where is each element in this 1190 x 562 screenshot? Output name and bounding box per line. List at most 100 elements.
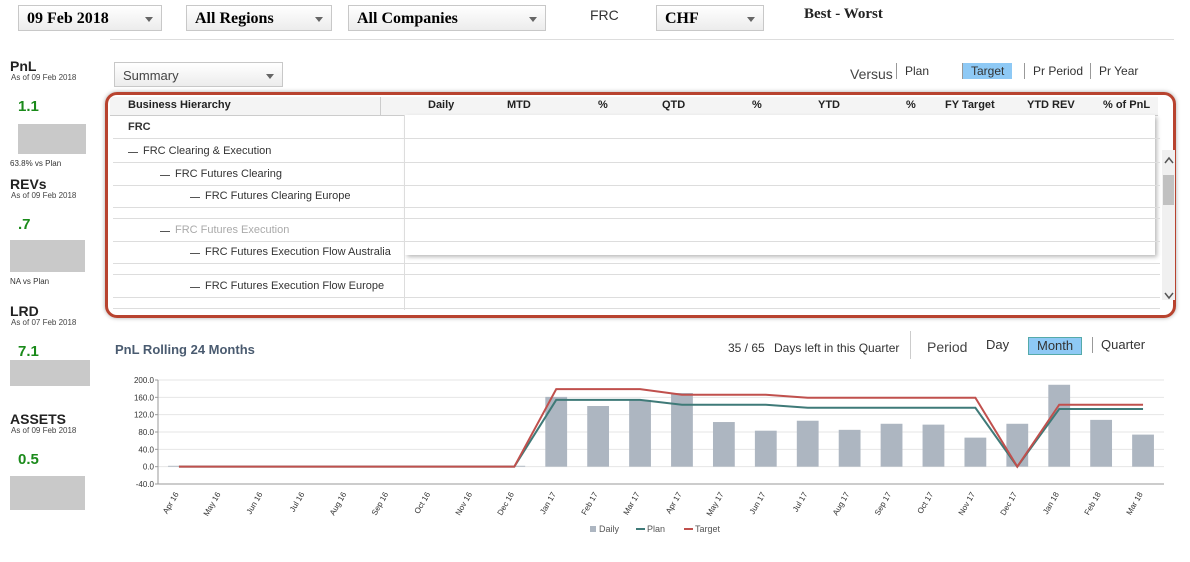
x-tick-label: May 17: [705, 490, 726, 518]
bar: [964, 437, 987, 467]
x-tick-label: Jul 16: [288, 490, 307, 513]
entity-label: FRC: [590, 7, 619, 23]
x-tick-label: Oct 17: [916, 490, 936, 515]
row-divider: [113, 185, 1160, 186]
company-value: All Companies: [357, 10, 458, 27]
table-header: YTD REV: [1027, 99, 1075, 111]
y-tick-label: 40.0: [138, 445, 154, 454]
period-option[interactable]: Month: [1028, 337, 1083, 355]
x-tick-label: Apr 17: [664, 490, 684, 515]
y-tick-label: -40.0: [136, 480, 155, 489]
x-tick-label: Jan 18: [1041, 490, 1061, 516]
x-tick-label: Oct 16: [413, 490, 433, 515]
scroll-thumb[interactable]: [1163, 175, 1174, 205]
table-header: %: [752, 99, 762, 111]
summary-dropdown[interactable]: Summary: [114, 62, 283, 87]
date-dropdown[interactable]: 09 Feb 2018: [18, 5, 162, 31]
tree-toggle[interactable]: [190, 197, 200, 198]
table-row-label[interactable]: FRC: [128, 121, 151, 133]
x-tick-label: Feb 18: [1083, 490, 1104, 517]
table-header: YTD: [818, 99, 840, 111]
table-row-label[interactable]: FRC Futures Clearing: [175, 168, 282, 180]
bar: [796, 420, 819, 467]
header-divider: [380, 97, 381, 115]
row-divider: [113, 241, 1160, 242]
x-tick-label: Jul 17: [791, 490, 810, 513]
kpi-asof: As of 09 Feb 2018: [11, 426, 77, 435]
kpi-graphic: [18, 124, 86, 154]
kpi-title: LRD: [10, 303, 39, 319]
x-tick-label: Sep 17: [873, 490, 894, 517]
bar: [1006, 423, 1029, 467]
bar: [1132, 434, 1154, 467]
bar: [712, 422, 735, 467]
region-dropdown[interactable]: All Regions: [186, 5, 332, 31]
x-tick-label: Nov 17: [957, 490, 978, 517]
bar: [922, 424, 945, 467]
versus-option[interactable]: Pr Year: [1090, 63, 1146, 79]
toolbar-divider: [110, 39, 1174, 40]
company-dropdown[interactable]: All Companies: [348, 5, 546, 31]
x-tick-label: Aug 16: [328, 490, 349, 517]
tree-toggle[interactable]: [128, 152, 138, 153]
kpi-value: .7: [18, 216, 31, 233]
kpi-asof: As of 09 Feb 2018: [11, 73, 77, 82]
line: [178, 398, 1144, 469]
table-header: MTD: [507, 99, 531, 111]
versus-option[interactable]: Target: [962, 63, 1013, 79]
bar: [838, 429, 861, 467]
line: [178, 388, 1144, 469]
table-row-label[interactable]: FRC Clearing & Execution: [143, 145, 272, 157]
table-header: Business Hierarchy: [128, 99, 231, 111]
kpi-note: NA vs Plan: [10, 277, 50, 286]
tree-toggle[interactable]: [160, 175, 170, 176]
kpi-asof: As of 09 Feb 2018: [11, 191, 77, 200]
tree-toggle[interactable]: [190, 287, 200, 288]
row-divider: [113, 218, 1160, 219]
table-row-label[interactable]: FRC Futures Execution Flow Australia: [205, 246, 391, 258]
y-tick-label: 160.0: [134, 393, 155, 402]
row-divider: [113, 162, 1160, 163]
bar: [1090, 419, 1113, 467]
kpi-value: 0.5: [18, 451, 39, 468]
scroll-down[interactable]: [1164, 292, 1174, 300]
kpi-graphic: [10, 240, 85, 272]
versus-option[interactable]: Plan: [896, 63, 937, 79]
legend-label: Target: [695, 524, 721, 534]
legend-label: Daily: [599, 524, 620, 534]
table-row-label[interactable]: FRC Futures Clearing Europe: [205, 190, 351, 202]
x-tick-label: Feb 17: [580, 490, 601, 517]
table-header-bg: [110, 97, 1158, 116]
x-tick-label: Dec 17: [999, 490, 1020, 517]
kpi-title: ASSETS: [10, 411, 67, 427]
x-tick-label: May 16: [202, 490, 223, 518]
date-value: 09 Feb 2018: [27, 10, 109, 27]
currency-dropdown[interactable]: CHF: [656, 5, 764, 31]
kpi-graphic: [10, 476, 85, 510]
period-option[interactable]: Quarter: [1092, 337, 1153, 353]
period-option[interactable]: Day: [986, 337, 1010, 352]
tree-toggle[interactable]: [160, 231, 170, 232]
column-divider: [404, 115, 405, 310]
view-label[interactable]: Best - Worst: [804, 6, 883, 22]
x-tick-label: Mar 17: [622, 490, 643, 517]
versus-option[interactable]: Pr Period: [1024, 63, 1091, 79]
y-tick-label: 120.0: [134, 411, 155, 420]
scroll-up[interactable]: [1164, 156, 1174, 164]
table-header: % of PnL: [1103, 99, 1151, 111]
row-divider: [113, 308, 1160, 309]
x-tick-label: Jun 17: [748, 490, 768, 516]
currency-value: CHF: [665, 10, 699, 27]
table-row-label[interactable]: FRC Futures Execution Flow Europe: [205, 280, 385, 292]
kpi-title: PnL: [10, 58, 37, 74]
y-tick-label: 200.0: [134, 376, 155, 385]
table-header: %: [906, 99, 916, 111]
table-header: FY Target: [945, 99, 995, 111]
period-divider: [910, 331, 911, 359]
row-divider: [113, 207, 1160, 208]
tree-toggle[interactable]: [190, 253, 200, 254]
table-row-label[interactable]: FRC Futures Execution: [175, 224, 290, 236]
table-header: QTD: [662, 99, 686, 111]
table-header: %: [598, 99, 608, 111]
